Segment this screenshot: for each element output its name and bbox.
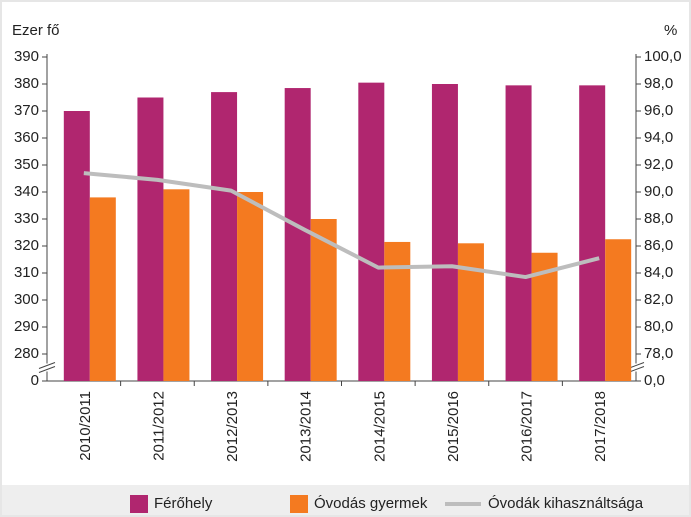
bar xyxy=(237,192,264,381)
bar xyxy=(457,243,484,381)
y-tick-label: 0 xyxy=(31,372,39,389)
y-tick-label: 290 xyxy=(14,318,39,335)
x-tick-label: 2011/2012 xyxy=(150,391,167,461)
y2-tick-label: 84,0 xyxy=(644,264,673,281)
legend-swatch xyxy=(290,495,308,513)
bar xyxy=(89,197,116,381)
y2-axis-label: % xyxy=(664,22,677,39)
legend-label: Óvodák kihasználtsága xyxy=(488,495,644,512)
bar xyxy=(163,189,190,381)
bar xyxy=(284,88,311,382)
y-tick-label: 360 xyxy=(14,129,39,146)
axis-break-gap xyxy=(39,363,55,372)
y-tick-label: 390 xyxy=(14,48,39,65)
y2-tick-label: 82,0 xyxy=(644,291,673,308)
y-tick-label: 340 xyxy=(14,183,39,200)
y-tick-label: 330 xyxy=(14,210,39,227)
bar xyxy=(431,84,458,381)
y-tick-label: 320 xyxy=(14,237,39,254)
y2-tick-label: 94,0 xyxy=(644,129,673,146)
legend-label: Férőhely xyxy=(154,495,213,512)
axis-break-gap xyxy=(628,363,644,372)
bar xyxy=(211,92,238,381)
y-tick-label: 380 xyxy=(14,75,39,92)
y2-tick-label: 78,0 xyxy=(644,345,673,362)
y2-tick-label: 80,0 xyxy=(644,318,673,335)
x-tick-label: 2012/2013 xyxy=(224,391,241,462)
y-tick-label: 280 xyxy=(14,345,39,362)
y2-tick-label: 90,0 xyxy=(644,183,673,200)
y-tick-label: 370 xyxy=(14,102,39,119)
y2-tick-label: 100,0 xyxy=(644,48,682,65)
bar xyxy=(63,111,90,381)
line xyxy=(83,171,600,280)
bar xyxy=(384,241,411,381)
legend-label: Óvodás gyermek xyxy=(314,495,428,512)
bar xyxy=(358,82,385,382)
y-tick-label: 310 xyxy=(14,264,39,281)
y2-tick-label: 98,0 xyxy=(644,75,673,92)
y2-tick-label: 86,0 xyxy=(644,237,673,254)
y2-tick-label: 0,0 xyxy=(644,372,665,389)
bar xyxy=(505,85,532,381)
y2-tick-label: 88,0 xyxy=(644,210,673,227)
x-tick-label: 2015/2016 xyxy=(445,391,462,462)
legend-swatch xyxy=(130,495,148,513)
y2-tick-label: 92,0 xyxy=(644,156,673,173)
x-tick-label: 2013/2014 xyxy=(298,391,315,462)
x-tick-label: 2016/2017 xyxy=(519,391,536,462)
legend-band xyxy=(2,485,689,515)
y-axis-label: Ezer fő xyxy=(12,22,60,39)
axis-break xyxy=(38,366,56,373)
x-tick-label: 2010/2011 xyxy=(77,391,94,461)
bar xyxy=(137,97,164,381)
bar xyxy=(605,239,632,381)
y-tick-label: 300 xyxy=(14,291,39,308)
x-tick-label: 2014/2015 xyxy=(371,391,388,462)
axis-break xyxy=(38,362,56,369)
x-tick-label: 2017/2018 xyxy=(592,391,609,462)
y2-tick-label: 96,0 xyxy=(644,102,673,119)
y-tick-label: 350 xyxy=(14,156,39,173)
bar xyxy=(579,85,606,381)
